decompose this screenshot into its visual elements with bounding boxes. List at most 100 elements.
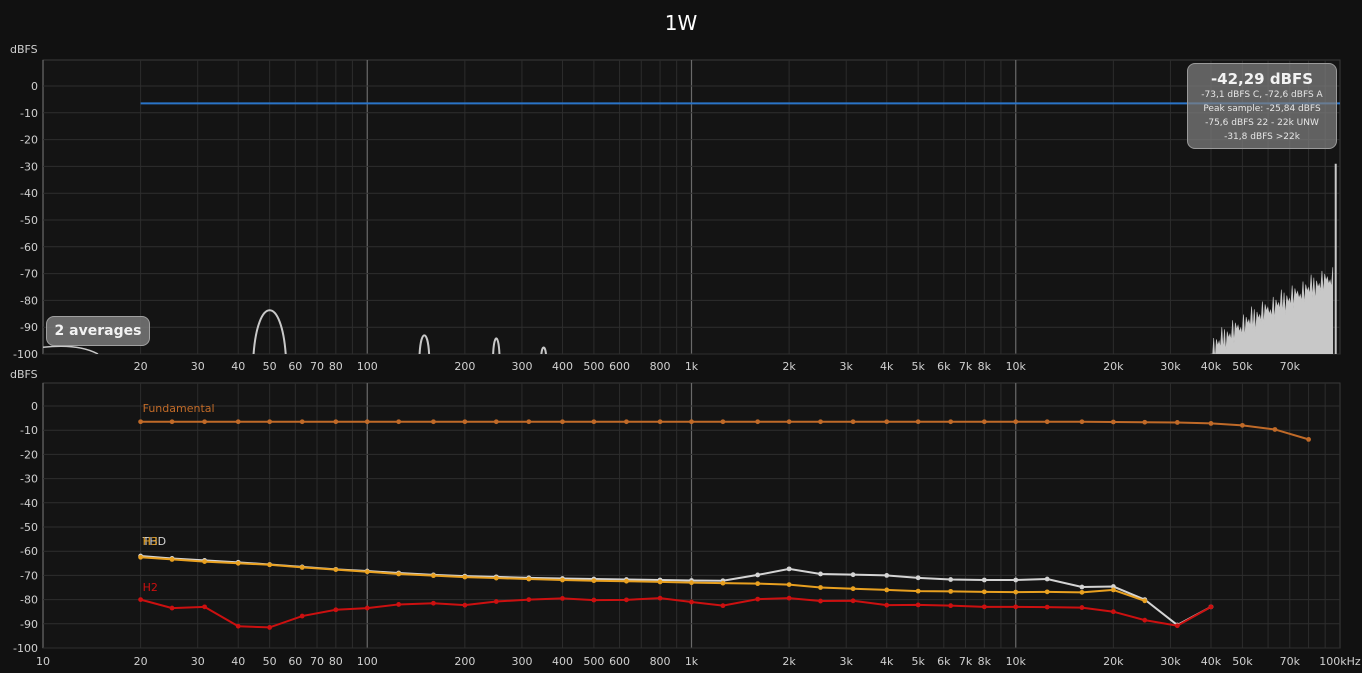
series-line — [140, 556, 1146, 602]
series-point — [755, 596, 761, 602]
series-point — [720, 580, 726, 586]
x-tick-label: 6k — [937, 655, 951, 668]
series-point — [657, 579, 663, 585]
x-tick-label: 30k — [1160, 360, 1181, 373]
x-tick-label: 500 — [583, 360, 604, 373]
series-point — [689, 419, 694, 425]
y-tick-label: -60 — [20, 545, 38, 558]
series-point — [1013, 419, 1019, 425]
averages-badge[interactable]: 2 averages — [46, 316, 150, 346]
series-point — [948, 588, 954, 594]
x-tick-label: 60 — [288, 360, 302, 373]
series-point — [431, 600, 436, 606]
x-tick-label: 30k — [1160, 655, 1181, 668]
x-tick-label: 40 — [231, 655, 245, 668]
series-point — [431, 573, 436, 579]
series-h3 — [138, 554, 1148, 604]
series-point — [1208, 604, 1214, 610]
y-tick-label: -100 — [13, 348, 38, 361]
y-tick-label: -40 — [20, 187, 38, 200]
y-tick-label: -20 — [20, 134, 38, 147]
stats-line: -31,8 dBFS >22k — [1224, 132, 1300, 142]
series-point — [786, 566, 792, 572]
series-point — [267, 625, 273, 630]
y-tick-label: -10 — [20, 107, 38, 120]
series-point — [624, 419, 629, 425]
x-tick-label: 6k — [937, 360, 951, 373]
series-point — [1110, 419, 1116, 425]
chart-title: 1W — [665, 11, 698, 35]
series-point — [1044, 576, 1050, 582]
series-point — [624, 578, 629, 584]
x-tick-label: 60 — [288, 655, 302, 668]
series-point — [755, 419, 761, 425]
x-tick-label: 300 — [511, 360, 532, 373]
spectrum-peak — [252, 309, 287, 354]
spectrum-panel: 0 -10 -20 -30 -40 -50 -60 -70 -80 -90 -100 dBFS 20 30… — [10, 43, 1341, 373]
x-tick-label: 50 — [263, 360, 277, 373]
series-point — [431, 419, 436, 425]
series-point — [299, 419, 305, 425]
series-point — [493, 419, 499, 425]
x-tick-label: 8k — [978, 655, 992, 668]
series-point — [689, 599, 694, 605]
series-point — [1079, 605, 1085, 610]
series-point — [560, 595, 565, 601]
series-point — [818, 598, 823, 604]
y-tick-label: 0 — [31, 400, 38, 413]
x-tick-label: 5k — [911, 360, 925, 373]
x-tick-label: 10k — [1006, 360, 1027, 373]
series-point — [1174, 420, 1180, 425]
x-tick-label: 4k — [880, 655, 894, 668]
x-tick-label: 80 — [329, 655, 343, 668]
y-axis-unit: dBFS — [10, 43, 38, 56]
stats-main-value: -42,29 dBFS — [1210, 70, 1314, 88]
x-tick-label: 70 — [310, 655, 324, 668]
series-point — [981, 577, 987, 583]
series-point — [1013, 589, 1019, 595]
y-tick-label: 0 — [31, 80, 38, 93]
x-tick-label: 30 — [191, 655, 205, 668]
series-point — [948, 577, 954, 582]
x-tick-label: 800 — [650, 655, 671, 668]
y-tick-label: -100 — [13, 642, 38, 655]
x-tick-label: 100 — [357, 360, 378, 373]
series-point — [1079, 584, 1085, 590]
y-tick-label: -10 — [20, 424, 38, 437]
series-point — [884, 419, 890, 425]
x-tick-label: 50k — [1232, 360, 1253, 373]
series-point — [1044, 419, 1050, 425]
series-point — [138, 419, 144, 425]
hf-noise-floor — [1210, 267, 1334, 354]
series-point — [850, 598, 856, 604]
series-point — [462, 419, 468, 425]
series-point — [560, 419, 565, 425]
series-point — [1110, 609, 1116, 615]
series-point — [493, 599, 499, 604]
series-point — [202, 559, 207, 565]
series-point — [364, 569, 370, 575]
series-point — [493, 575, 499, 581]
y-tick-label: -90 — [20, 321, 38, 334]
y-tick-label: -30 — [20, 160, 38, 173]
series-point — [396, 419, 402, 425]
series-point — [884, 587, 890, 593]
x-tick-label: 8k — [978, 360, 992, 373]
series-point — [915, 588, 921, 594]
series-point — [526, 419, 532, 425]
series-point — [1142, 598, 1148, 604]
x-tick-label: 7k — [959, 360, 973, 373]
series-point — [915, 419, 921, 425]
series-point — [689, 580, 694, 586]
x-tick-label: 4k — [880, 360, 894, 373]
x-tick-label: 70 — [310, 360, 324, 373]
stats-line: -73,1 dBFS C, -72,6 dBFS A — [1201, 90, 1323, 100]
series-point — [591, 597, 597, 603]
y-tick-label: -50 — [20, 214, 38, 227]
y-tick-label: -80 — [20, 294, 38, 307]
series-label: Fundamental — [143, 402, 215, 415]
series-point — [1110, 584, 1116, 589]
series-point — [1079, 419, 1085, 425]
y-tick-label: -40 — [20, 497, 38, 510]
